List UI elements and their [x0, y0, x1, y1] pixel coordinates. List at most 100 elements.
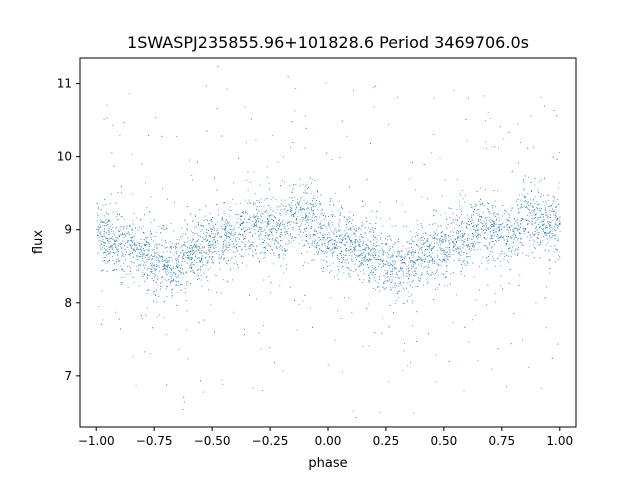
data-point	[441, 241, 443, 243]
data-point	[399, 281, 401, 283]
data-point	[425, 232, 426, 234]
data-point	[456, 208, 458, 210]
data-point	[272, 215, 274, 217]
data-point	[519, 233, 521, 235]
data-point	[175, 284, 177, 286]
data-point	[432, 247, 434, 249]
data-point	[372, 247, 374, 249]
data-point	[528, 215, 530, 217]
data-point	[452, 241, 454, 243]
data-point	[334, 244, 336, 245]
data-point	[373, 251, 375, 253]
data-point	[431, 248, 433, 250]
data-point	[213, 238, 215, 240]
data-point	[196, 233, 198, 235]
data-point	[460, 236, 462, 238]
data-point	[533, 235, 535, 236]
data-point	[235, 203, 237, 205]
data-point	[437, 225, 439, 227]
data-point	[241, 249, 242, 251]
data-point	[250, 244, 252, 246]
data-point	[319, 249, 321, 251]
data-point	[396, 255, 398, 257]
data-point	[528, 212, 530, 214]
data-point	[202, 264, 204, 266]
data-point	[305, 217, 307, 219]
data-point	[444, 179, 446, 181]
data-point	[319, 203, 321, 205]
data-point	[427, 281, 429, 283]
data-point	[333, 246, 335, 248]
data-point	[318, 201, 320, 202]
data-point	[321, 227, 323, 229]
data-point	[118, 260, 120, 262]
data-point	[185, 257, 187, 259]
data-point	[423, 261, 425, 263]
data-point	[220, 219, 222, 221]
data-point	[280, 231, 282, 233]
data-point	[559, 222, 561, 224]
data-point	[528, 255, 530, 257]
data-point	[102, 269, 104, 271]
data-point	[451, 230, 453, 232]
data-point	[554, 226, 556, 228]
data-point	[216, 189, 218, 191]
data-point	[435, 354, 437, 356]
data-point	[258, 234, 260, 236]
data-point	[520, 241, 522, 243]
data-point	[284, 228, 286, 230]
data-point	[432, 238, 434, 240]
data-point	[365, 255, 366, 257]
data-point	[312, 240, 314, 242]
data-point	[556, 217, 558, 219]
data-point	[543, 236, 545, 238]
data-point	[535, 248, 537, 250]
data-point	[476, 249, 478, 250]
data-point	[556, 205, 557, 207]
data-point	[280, 265, 282, 267]
data-point	[443, 256, 445, 258]
data-point	[507, 237, 509, 239]
data-point	[165, 262, 167, 263]
data-point	[390, 282, 392, 284]
data-point	[353, 229, 355, 231]
data-point	[203, 239, 205, 241]
data-point	[186, 229, 188, 230]
data-point	[141, 163, 143, 165]
data-point	[541, 179, 542, 181]
data-point	[123, 218, 125, 220]
data-point	[342, 254, 344, 256]
data-point	[250, 217, 251, 219]
data-point	[372, 274, 374, 276]
data-point	[300, 236, 302, 238]
data-point	[231, 231, 233, 233]
data-point	[506, 226, 508, 228]
data-point	[414, 251, 416, 253]
data-point	[186, 310, 188, 312]
data-point	[555, 224, 557, 226]
data-point	[299, 228, 300, 230]
data-point	[349, 242, 351, 244]
data-point	[449, 242, 451, 244]
data-point	[397, 240, 399, 242]
data-point	[162, 225, 164, 226]
data-point	[452, 242, 454, 244]
data-point	[324, 252, 325, 254]
data-point	[551, 230, 553, 232]
data-point	[434, 223, 436, 224]
data-point	[166, 264, 168, 266]
data-point	[350, 239, 352, 241]
data-point	[180, 247, 182, 249]
data-point	[470, 221, 472, 222]
data-point	[537, 204, 539, 205]
data-point	[542, 221, 544, 222]
data-point	[536, 204, 538, 206]
data-point	[362, 205, 364, 207]
data-point	[138, 242, 140, 244]
data-point	[543, 297, 545, 299]
data-point	[250, 228, 252, 230]
data-point	[160, 245, 162, 247]
data-point	[457, 237, 459, 239]
data-point	[435, 210, 437, 212]
data-point	[491, 234, 493, 236]
